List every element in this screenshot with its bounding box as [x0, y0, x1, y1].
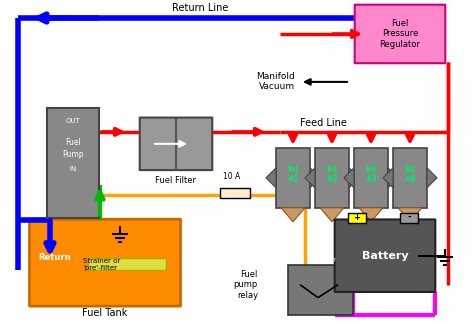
Text: Fuel Tank: Fuel Tank: [82, 307, 128, 318]
Polygon shape: [398, 208, 422, 222]
Bar: [88, 258, 166, 270]
Bar: [393, 148, 427, 208]
Text: Fuel
pump
relay: Fuel pump relay: [234, 270, 258, 300]
Polygon shape: [427, 168, 437, 188]
FancyBboxPatch shape: [140, 118, 212, 170]
Bar: [354, 148, 388, 208]
Text: Strainer or
'pre'-filter: Strainer or 'pre'-filter: [83, 258, 120, 271]
Text: Feed Line: Feed Line: [300, 118, 347, 128]
Text: IN: IN: [69, 166, 77, 172]
Polygon shape: [344, 168, 354, 188]
Polygon shape: [359, 208, 383, 222]
Text: Fuel
Pressure
Regulator: Fuel Pressure Regulator: [380, 19, 420, 49]
Bar: [315, 148, 349, 208]
Text: Return: Return: [39, 253, 71, 262]
Text: 87: 87: [297, 258, 303, 263]
Text: 87: 87: [329, 258, 337, 263]
Bar: [220, 188, 250, 198]
Polygon shape: [349, 168, 359, 188]
Polygon shape: [305, 168, 315, 188]
Bar: [400, 213, 418, 223]
Text: 84: 84: [297, 318, 303, 323]
Text: Manifold
Vacuum: Manifold Vacuum: [256, 72, 295, 91]
Text: Fuel Filter: Fuel Filter: [155, 176, 197, 185]
Text: OUT: OUT: [65, 118, 81, 124]
Polygon shape: [320, 208, 344, 222]
FancyBboxPatch shape: [29, 219, 181, 306]
Text: Battery: Battery: [362, 251, 408, 261]
Bar: [276, 148, 310, 208]
Text: Pump: Pump: [62, 150, 84, 159]
Text: 10 A: 10 A: [223, 172, 241, 181]
Text: +: +: [354, 213, 361, 222]
Text: 20: 20: [329, 318, 337, 323]
Text: Return Line: Return Line: [172, 3, 228, 13]
Text: Inj
#4: Inj #4: [404, 165, 416, 184]
Bar: [348, 213, 366, 223]
Text: Inj
#2: Inj #2: [326, 165, 338, 184]
Text: Fuel: Fuel: [65, 138, 81, 147]
Polygon shape: [281, 208, 305, 222]
FancyBboxPatch shape: [355, 5, 445, 63]
Text: Inj
#1: Inj #1: [287, 165, 299, 184]
Polygon shape: [310, 168, 320, 188]
Text: Inj
#3: Inj #3: [365, 165, 377, 184]
Bar: [47, 108, 99, 218]
Polygon shape: [383, 168, 393, 188]
Polygon shape: [266, 168, 276, 188]
Bar: [288, 265, 353, 315]
Polygon shape: [388, 168, 398, 188]
FancyBboxPatch shape: [335, 219, 435, 292]
Text: -: -: [407, 213, 411, 222]
